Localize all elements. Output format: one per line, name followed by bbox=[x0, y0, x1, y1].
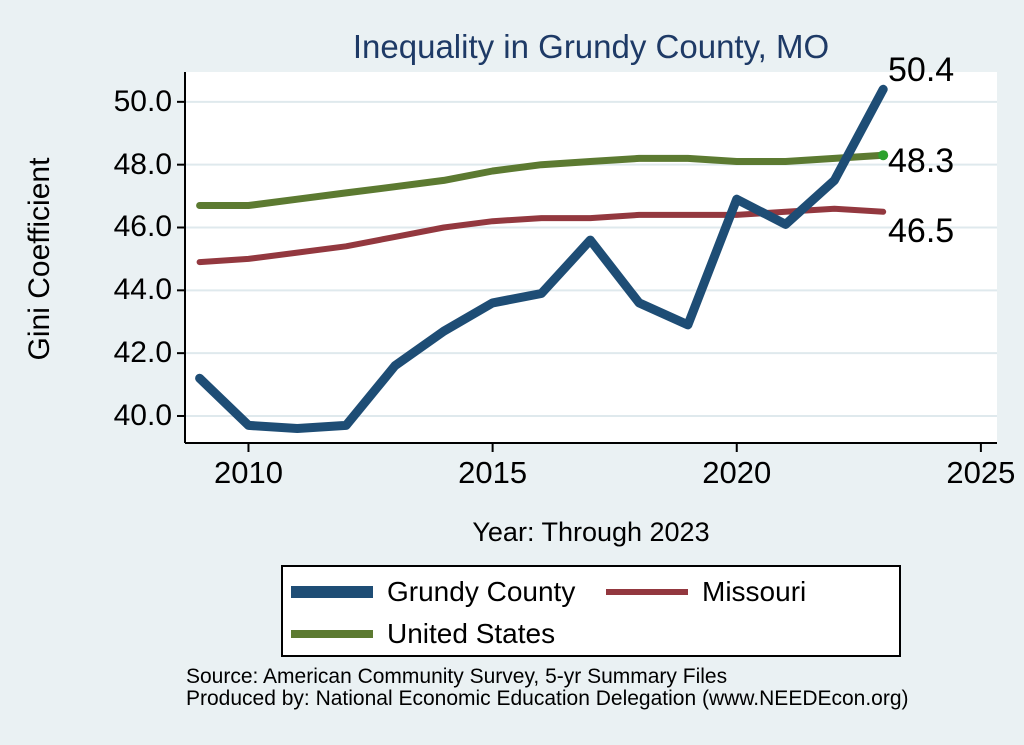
end-value-label-united-states: 48.3 bbox=[888, 142, 955, 181]
legend-label-united-states: United States bbox=[387, 618, 556, 649]
united-states-line-swatch-icon bbox=[291, 630, 373, 638]
end-dot-united-states bbox=[878, 150, 889, 161]
source-note: Source: American Community Survey, 5-yr … bbox=[186, 666, 909, 710]
grundy-county-line-swatch-icon bbox=[291, 586, 373, 598]
y-tick-label-46.0: 46.0 bbox=[113, 210, 172, 244]
end-value-label-missouri: 46.5 bbox=[888, 211, 955, 250]
y-tick-label-44.0: 44.0 bbox=[113, 273, 172, 307]
y-tick-label-48.0: 48.0 bbox=[113, 147, 172, 181]
series-line-grundy-county bbox=[195, 84, 888, 433]
x-tick-label-2025: 2025 bbox=[946, 455, 1016, 490]
legend-item-grundy-county: Grundy County bbox=[283, 571, 598, 613]
end-value-label-grundy-county: 50.4 bbox=[888, 51, 955, 90]
missouri-line-swatch-icon bbox=[606, 589, 688, 595]
legend-label-missouri: Missouri bbox=[702, 576, 807, 607]
x-tick-label-2010: 2010 bbox=[213, 455, 283, 490]
y-tick-label-50.0: 50.0 bbox=[113, 84, 172, 118]
source-line-2: Produced by: National Economic Education… bbox=[186, 687, 909, 710]
source-line-1: Source: American Community Survey, 5-yr … bbox=[186, 665, 728, 688]
x-axis-title: Year: Through 2023 bbox=[472, 517, 710, 547]
x-tick-label-2015: 2015 bbox=[458, 455, 528, 490]
y-tick-label-42.0: 42.0 bbox=[113, 336, 172, 370]
y-axis-title: Gini Coefficient bbox=[23, 157, 56, 361]
legend: Grundy County Missouri United States bbox=[281, 565, 901, 657]
y-tick-label-40.0: 40.0 bbox=[113, 398, 172, 432]
legend-item-united-states: United States bbox=[283, 613, 598, 655]
chart-title: Inequality in Grundy County, MO bbox=[352, 28, 830, 65]
legend-label-grundy-county: Grundy County bbox=[387, 576, 576, 607]
legend-item-missouri: Missouri bbox=[598, 571, 899, 613]
series-line-united-states bbox=[196, 151, 887, 209]
x-tick-label-2020: 2020 bbox=[702, 455, 772, 490]
plot-area bbox=[185, 72, 997, 443]
